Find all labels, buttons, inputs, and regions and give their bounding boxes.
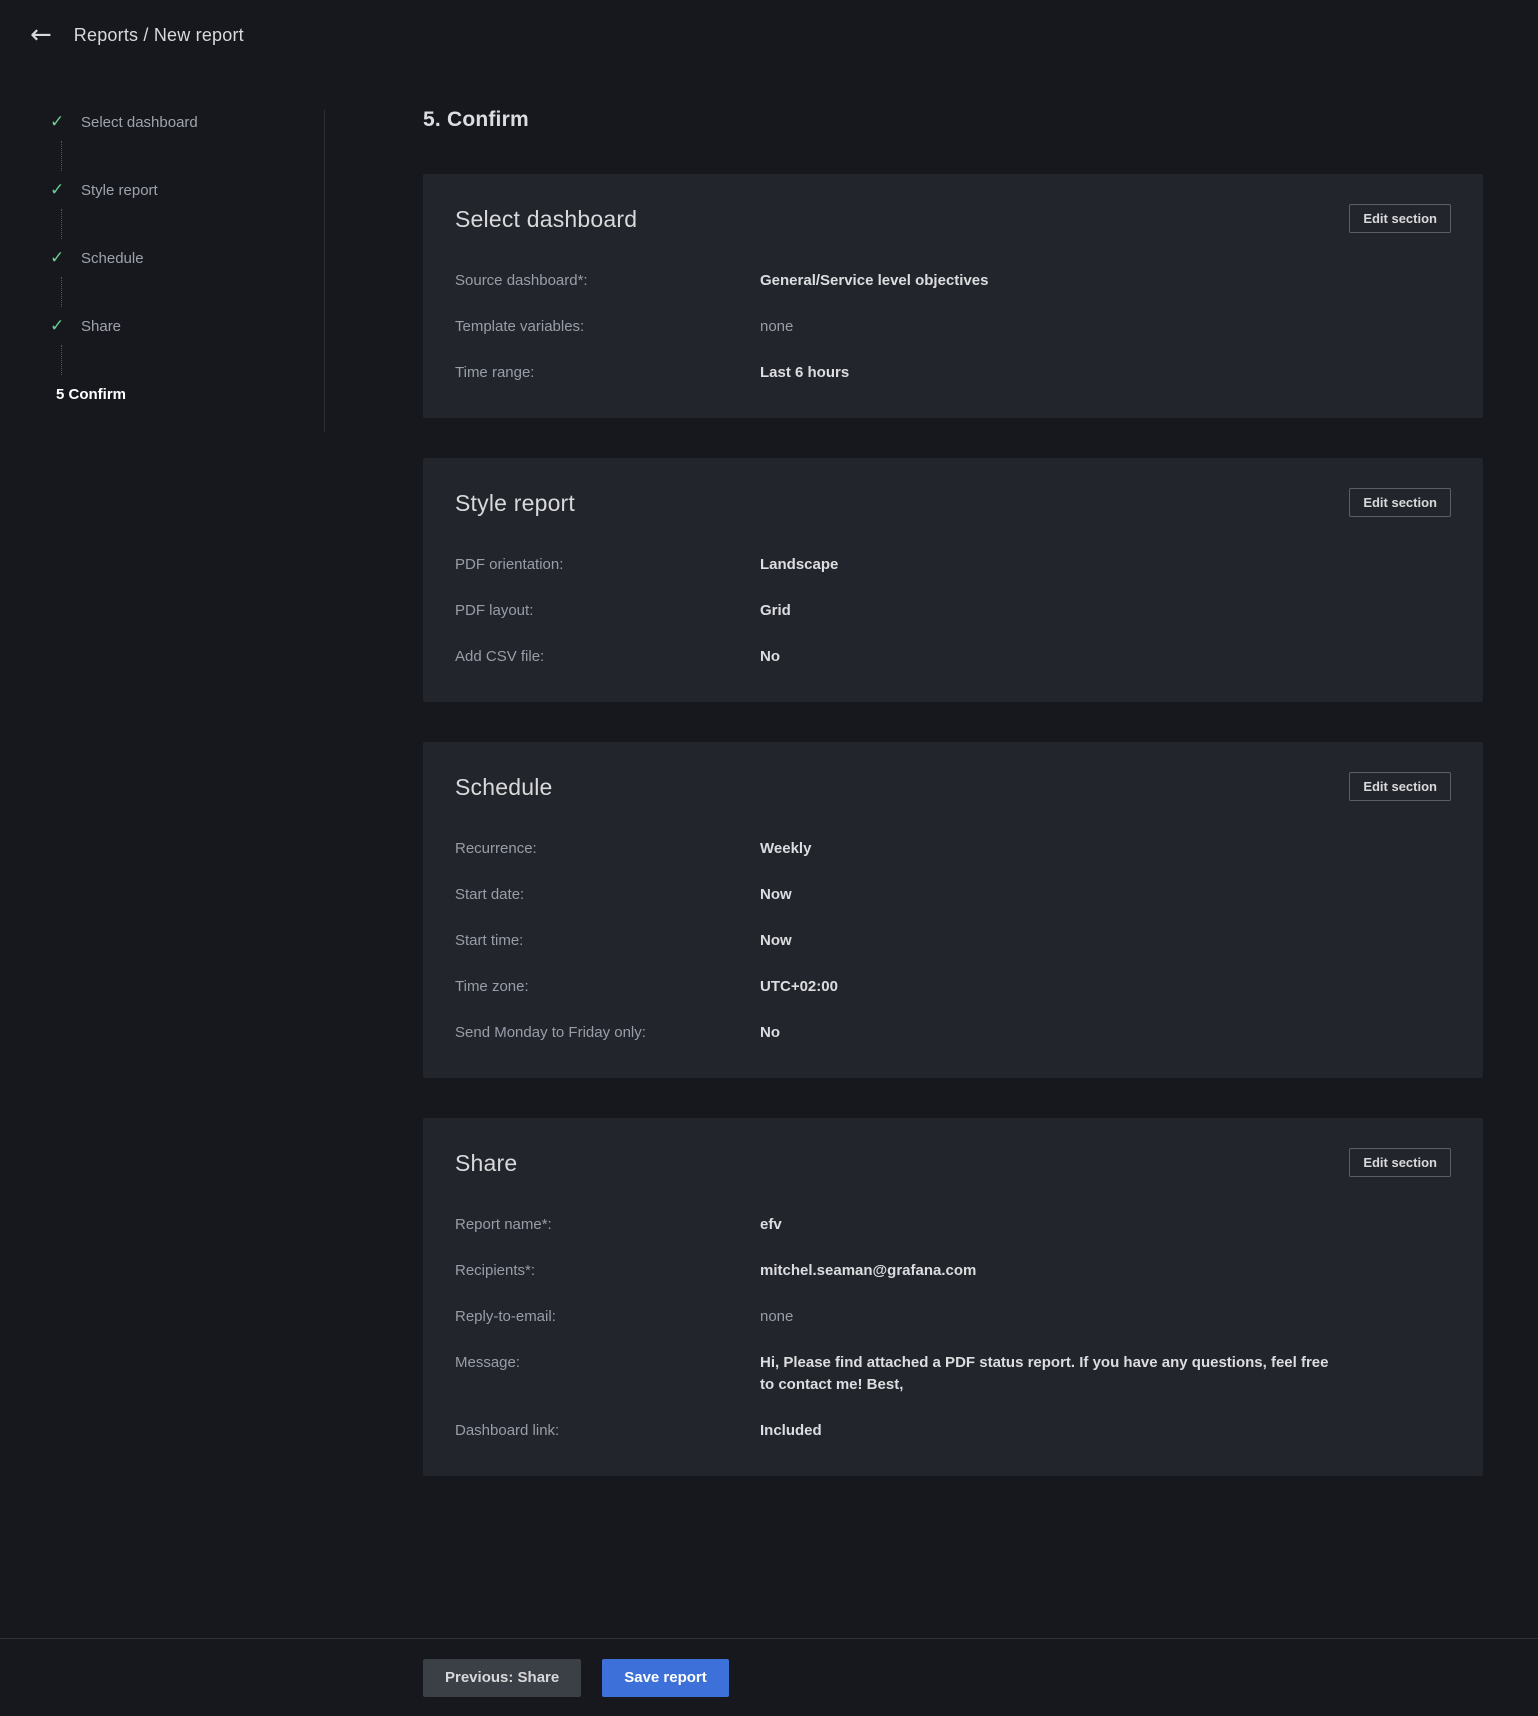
step-style-report[interactable]: ✓ Style report xyxy=(50,178,304,202)
card-title: Style report xyxy=(455,490,576,516)
row-value: mitchel.seaman@grafana.com xyxy=(760,1262,977,1279)
row-label: PDF orientation: xyxy=(455,556,564,573)
step-label: Share xyxy=(81,317,122,335)
step-connector xyxy=(61,141,304,171)
row-value: Now xyxy=(760,886,792,903)
step-select-dashboard[interactable]: ✓ Select dashboard xyxy=(50,110,304,134)
row-label: Time zone: xyxy=(455,978,529,995)
confirm-heading: 5. Confirm xyxy=(423,108,529,131)
row-value: Hi, Please find attached a PDF status re… xyxy=(760,1354,1329,1393)
page-header: ← Reports / New report xyxy=(0,0,1538,70)
summary-row: Report name*: efv xyxy=(455,1214,1451,1236)
card-title: Share xyxy=(455,1150,518,1176)
card-title: Schedule xyxy=(455,774,553,800)
row-label: Add CSV file: xyxy=(455,648,545,665)
confirm-panel: 5. Confirm Select dashboard Edit section… xyxy=(325,70,1483,1516)
check-icon: ✓ xyxy=(50,248,65,268)
row-value: Weekly xyxy=(760,840,812,857)
row-value: UTC+02:00 xyxy=(760,978,838,995)
summary-rows: Source dashboard*: General/Service level… xyxy=(455,270,1451,384)
summary-row: Recurrence: Weekly xyxy=(455,838,1451,860)
row-label: Dashboard link: xyxy=(455,1422,560,1439)
summary-row: Start date: Now xyxy=(455,884,1451,906)
row-label: Time range: xyxy=(455,364,535,381)
row-value: Landscape xyxy=(760,556,839,573)
row-value: No xyxy=(760,648,780,665)
summary-row: PDF orientation: Landscape xyxy=(455,554,1451,576)
summary-rows: Recurrence: Weekly Start date: Now Start… xyxy=(455,838,1451,1044)
row-label: Source dashboard*: xyxy=(455,272,588,289)
check-icon: ✓ xyxy=(50,316,65,336)
summary-row: PDF layout: Grid xyxy=(455,600,1451,622)
wizard-stepper: ✓ Select dashboard ✓ Style report ✓ Sche… xyxy=(0,70,325,432)
row-value: Included xyxy=(760,1422,822,1439)
step-connector xyxy=(61,277,304,307)
summary-row: Time zone: UTC+02:00 xyxy=(455,976,1451,998)
summary-row: Add CSV file: No xyxy=(455,646,1451,668)
card-header: Share Edit section xyxy=(455,1148,1451,1178)
row-value: Grid xyxy=(760,602,791,619)
wizard-footer: Previous: Share Save report xyxy=(0,1638,1538,1716)
row-value: efv xyxy=(760,1216,782,1233)
step-share[interactable]: ✓ Share xyxy=(50,314,304,338)
row-label: Recipients*: xyxy=(455,1262,536,1279)
summary-row: Recipients*: mitchel.seaman@grafana.com xyxy=(455,1260,1451,1282)
row-value: General/Service level objectives xyxy=(760,272,989,289)
row-value: Now xyxy=(760,932,792,949)
summary-rows: Report name*: efv Recipients*: mitchel.s… xyxy=(455,1214,1451,1442)
step-schedule[interactable]: ✓ Schedule xyxy=(50,246,304,270)
step-label: Select dashboard xyxy=(81,113,198,131)
row-label: Send Monday to Friday only: xyxy=(455,1024,646,1041)
row-label: Reply-to-email: xyxy=(455,1308,556,1325)
section-card-share: Share Edit section Report name*: efv Rec… xyxy=(423,1118,1483,1476)
step-connector xyxy=(61,345,304,375)
summary-rows: PDF orientation: Landscape PDF layout: G… xyxy=(455,554,1451,668)
summary-row: Template variables: none xyxy=(455,316,1451,338)
content-area: ✓ Select dashboard ✓ Style report ✓ Sche… xyxy=(0,70,1538,1638)
step-label: Style report xyxy=(81,181,158,199)
summary-row: Dashboard link: Included xyxy=(455,1420,1451,1442)
row-value: No xyxy=(760,1024,780,1041)
card-header: Select dashboard Edit section xyxy=(455,204,1451,234)
summary-row: Reply-to-email: none xyxy=(455,1306,1451,1328)
row-value: none xyxy=(760,1308,794,1325)
step-label: 5 Confirm xyxy=(56,385,127,403)
edit-section-button[interactable]: Edit section xyxy=(1349,1148,1451,1177)
row-value: Last 6 hours xyxy=(760,364,850,381)
back-arrow-icon[interactable]: ← xyxy=(30,20,52,50)
page-title: Reports / New report xyxy=(73,24,244,45)
row-label: Message: xyxy=(455,1354,521,1371)
step-confirm-current[interactable]: 5 Confirm xyxy=(56,382,304,406)
section-card-schedule: Schedule Edit section Recurrence: Weekly… xyxy=(423,742,1483,1078)
row-label: Start date: xyxy=(455,886,525,903)
check-icon: ✓ xyxy=(50,112,65,132)
summary-row: Time range: Last 6 hours xyxy=(455,362,1451,384)
section-card-style-report: Style report Edit section PDF orientatio… xyxy=(423,458,1483,702)
edit-section-button[interactable]: Edit section xyxy=(1349,204,1451,233)
summary-row: Send Monday to Friday only: No xyxy=(455,1022,1451,1044)
row-label: Recurrence: xyxy=(455,840,537,857)
step-label: Schedule xyxy=(81,249,144,267)
card-title: Select dashboard xyxy=(455,206,638,232)
check-icon: ✓ xyxy=(50,180,65,200)
stepper-list: ✓ Select dashboard ✓ Style report ✓ Sche… xyxy=(50,110,325,432)
row-label: Template variables: xyxy=(455,318,585,335)
section-card-select-dashboard: Select dashboard Edit section Source das… xyxy=(423,174,1483,418)
previous-share-button[interactable]: Previous: Share xyxy=(423,1658,582,1697)
summary-row: Source dashboard*: General/Service level… xyxy=(455,270,1451,292)
card-header: Schedule Edit section xyxy=(455,772,1451,802)
row-value: none xyxy=(760,318,794,335)
row-label: Report name*: xyxy=(455,1216,552,1233)
edit-section-button[interactable]: Edit section xyxy=(1349,488,1451,517)
row-label: Start time: xyxy=(455,932,524,949)
step-connector xyxy=(61,209,304,239)
card-header: Style report Edit section xyxy=(455,488,1451,518)
summary-row: Start time: Now xyxy=(455,930,1451,952)
summary-row: Message: Hi, Please find attached a PDF … xyxy=(455,1352,1451,1396)
edit-section-button[interactable]: Edit section xyxy=(1349,772,1451,801)
row-label: PDF layout: xyxy=(455,602,534,619)
save-report-button[interactable]: Save report xyxy=(602,1658,729,1697)
